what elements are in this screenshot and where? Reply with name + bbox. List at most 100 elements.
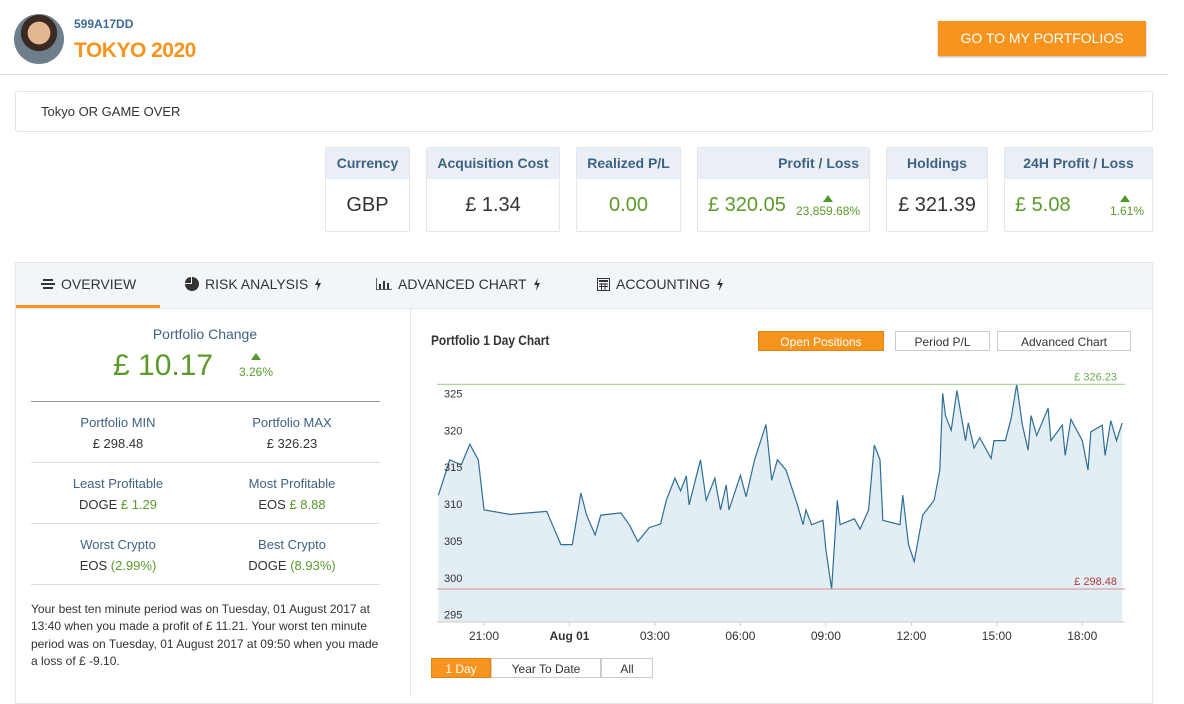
- metric-label: Portfolio MIN: [80, 415, 156, 430]
- range-button[interactable]: Year To Date: [491, 658, 601, 678]
- period-pl-button[interactable]: Period P/L: [895, 331, 990, 351]
- y-tick-label: 310: [444, 499, 462, 511]
- stat-label: Profit / Loss: [698, 148, 869, 179]
- stat-value: £ 5.08: [1015, 194, 1071, 216]
- stat-card: 24H Profit / Loss £ 5.08 1.61%: [1004, 147, 1153, 232]
- stat-value: £ 1.34: [465, 194, 521, 216]
- range-button[interactable]: 1 Day: [431, 658, 491, 678]
- tab-label: OVERVIEW: [61, 276, 137, 292]
- line: [437, 384, 1123, 590]
- up-arrow: [823, 195, 833, 202]
- y-tick-label: 300: [444, 573, 462, 585]
- description-box: Tokyo OR GAME OVER: [15, 91, 1153, 132]
- tab-icon: [376, 278, 392, 290]
- chart: £ 326.23 £ 298.48 295 300 305 310 315 320 325 21:…: [437, 371, 1125, 643]
- area-fill: [438, 384, 1123, 622]
- up-arrow: [1120, 195, 1130, 202]
- stat-card: Acquisition Cost £ 1.34: [426, 147, 560, 232]
- stat-label: Realized P/L: [577, 148, 680, 179]
- separator: [31, 584, 380, 585]
- stat-value: GBP: [346, 194, 389, 216]
- portfolio-name: TOKYO 2020: [74, 39, 196, 62]
- separator: [31, 462, 380, 463]
- description: Tokyo OR GAME OVER: [41, 104, 181, 119]
- change-value: £ 10.17: [113, 349, 214, 382]
- stat-card: Currency GBP: [325, 147, 410, 232]
- y-tick-label: 320: [444, 425, 462, 437]
- avatar: [14, 14, 64, 64]
- change-percent: 3.26%: [239, 365, 274, 379]
- amount: £ 1.29: [120, 497, 158, 512]
- open-positions-button[interactable]: Open Positions: [758, 331, 884, 351]
- x-tick-label: 18:00: [1067, 629, 1097, 643]
- metric-label: Best Crypto: [258, 537, 326, 552]
- metric-label: Most Profitable: [248, 476, 336, 491]
- tab-icon: [41, 279, 55, 289]
- stat-label: Holdings: [887, 148, 987, 179]
- stat-card: Profit / Loss £ 320.05 23,859.68%: [697, 147, 870, 232]
- portfolios-button[interactable]: GO TO MY PORTFOLIOS: [938, 21, 1146, 56]
- range-button[interactable]: All: [601, 658, 653, 678]
- tab-label: ACCOUNTING: [616, 276, 711, 292]
- chart-title: Portfolio 1 Day Chart: [431, 332, 550, 348]
- coin: DOGE: [248, 558, 287, 573]
- metric-label: Worst Crypto: [80, 537, 156, 552]
- stat-value: £ 321.39: [898, 194, 976, 216]
- y-tick-label: 315: [444, 462, 462, 474]
- stat-change: 23,859.68%: [796, 204, 861, 218]
- coin: DOGE: [78, 497, 118, 512]
- x-tick-label: 06:00: [725, 629, 755, 643]
- metric-label: Least Profitable: [72, 476, 164, 491]
- tab-bar: [16, 263, 1152, 309]
- account-id: 599A17DD: [74, 17, 134, 31]
- tab[interactable]: ACCOUNTING: [597, 276, 724, 292]
- tab-icon: [597, 277, 610, 291]
- x-tick-label: 15:00: [982, 629, 1012, 643]
- metric-label: Portfolio MAX: [252, 415, 332, 430]
- stat-card: Realized P/L 0.00: [576, 147, 681, 232]
- metric-value: DOGE (8.93%): [207, 558, 377, 573]
- x-tick-label: 12:00: [896, 629, 926, 643]
- y-tick-label: 305: [444, 536, 462, 548]
- reference-label: £ 298.48: [1074, 576, 1117, 588]
- tab[interactable]: RISK ANALYSIS: [185, 276, 322, 292]
- metric-value: DOGE £ 1.29: [33, 497, 203, 512]
- stat-label: Acquisition Cost: [427, 148, 559, 179]
- metric-value: EOS (2.99%): [33, 558, 203, 573]
- x-tick-label: Aug 01: [549, 629, 589, 643]
- x-tick-label: 09:00: [811, 629, 841, 643]
- x-tick-label: 21:00: [469, 629, 499, 643]
- separator: [31, 523, 380, 524]
- change-label: Portfolio Change: [152, 326, 258, 342]
- stat-card: Holdings £ 321.39: [886, 147, 988, 232]
- amount: (8.93%): [290, 558, 336, 573]
- reference-label: £ 326.23: [1074, 371, 1117, 383]
- separator: [31, 401, 380, 402]
- bolt-icon: [315, 277, 322, 291]
- tab[interactable]: OVERVIEW: [41, 276, 136, 292]
- amount: (2.99%): [110, 558, 157, 573]
- tab-label: ADVANCED CHART: [398, 276, 527, 292]
- coin: EOS: [258, 497, 286, 512]
- coin: EOS: [79, 558, 108, 573]
- metric-value: £ 298.48: [92, 436, 144, 451]
- amount: £ 8.88: [289, 497, 326, 512]
- advanced-chart-button[interactable]: Advanced Chart: [997, 331, 1131, 351]
- up-arrow: [251, 353, 261, 360]
- stat-label: 24H Profit / Loss: [1005, 148, 1152, 179]
- metric-value: £ 326.23: [266, 436, 318, 451]
- summary: Your best ten minute period was on Tuesd…: [31, 602, 379, 668]
- x-tick-label: 03:00: [640, 629, 670, 643]
- y-tick-label: 325: [444, 388, 462, 400]
- stat-value: 0.00: [609, 194, 648, 216]
- header-rule: [0, 74, 1168, 75]
- bolt-icon: [717, 277, 724, 291]
- bolt-icon: [533, 277, 540, 291]
- panel-divider: [410, 309, 411, 696]
- stat-change: 1.61%: [1110, 204, 1145, 218]
- stat-label: Currency: [326, 148, 409, 179]
- stat-value: £ 320.05: [708, 194, 786, 216]
- tab[interactable]: ADVANCED CHART: [376, 276, 541, 292]
- metric-value: EOS £ 8.88: [207, 497, 377, 512]
